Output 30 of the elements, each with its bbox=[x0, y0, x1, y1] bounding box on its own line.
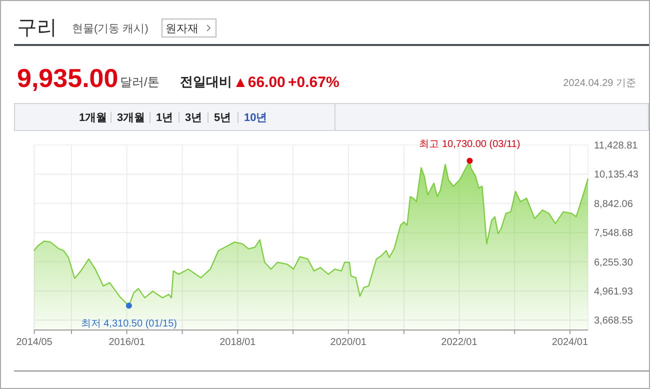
text: 원자재 bbox=[166, 23, 198, 35]
y-tick-label: 10,135.43 bbox=[594, 170, 639, 181]
text: 5년 bbox=[214, 112, 232, 124]
y-tick-label: 6,255.30 bbox=[594, 257, 634, 268]
y-tick-label: 11,428.81 bbox=[594, 140, 638, 152]
text: 9,935.00 bbox=[17, 63, 118, 93]
y-tick-label: 7,548.68 bbox=[594, 228, 634, 240]
chart-title: 구리 bbox=[17, 17, 57, 39]
y-tick-label: 4,961.93 bbox=[594, 286, 634, 298]
annotation: 최저 4,310.50 (01/15) bbox=[80, 318, 178, 330]
y-tick-label: 8,842.06 bbox=[594, 198, 634, 210]
text: 3개월 bbox=[117, 112, 146, 124]
x-tick-label: 2018/01 bbox=[220, 337, 256, 348]
y-tick-label: 3,668.55 bbox=[594, 316, 634, 327]
x-tick-label: 2014/05 bbox=[16, 337, 53, 348]
text: 1개월 bbox=[79, 112, 108, 124]
text: 10년 bbox=[244, 112, 268, 124]
x-tick-label: 2024/01 bbox=[552, 337, 588, 348]
text: ▲66.00 bbox=[233, 74, 286, 91]
text: 1년 bbox=[156, 112, 174, 124]
text: 3년 bbox=[185, 112, 202, 124]
chart-subtitle: 현물(기동 캐시) bbox=[72, 23, 148, 35]
text: 전일대비 bbox=[180, 74, 232, 89]
x-tick-label: 2016/01 bbox=[108, 337, 146, 348]
text: 2024.04.29 기준 bbox=[563, 78, 636, 89]
x-tick-label: 2022/01 bbox=[441, 337, 478, 348]
text: +0.67% bbox=[288, 74, 340, 91]
text: 달러/톤 bbox=[120, 75, 160, 89]
x-tick-label: 2020/01 bbox=[330, 337, 367, 348]
annotation: 최고 10,730.00 (03/11) bbox=[419, 138, 520, 150]
